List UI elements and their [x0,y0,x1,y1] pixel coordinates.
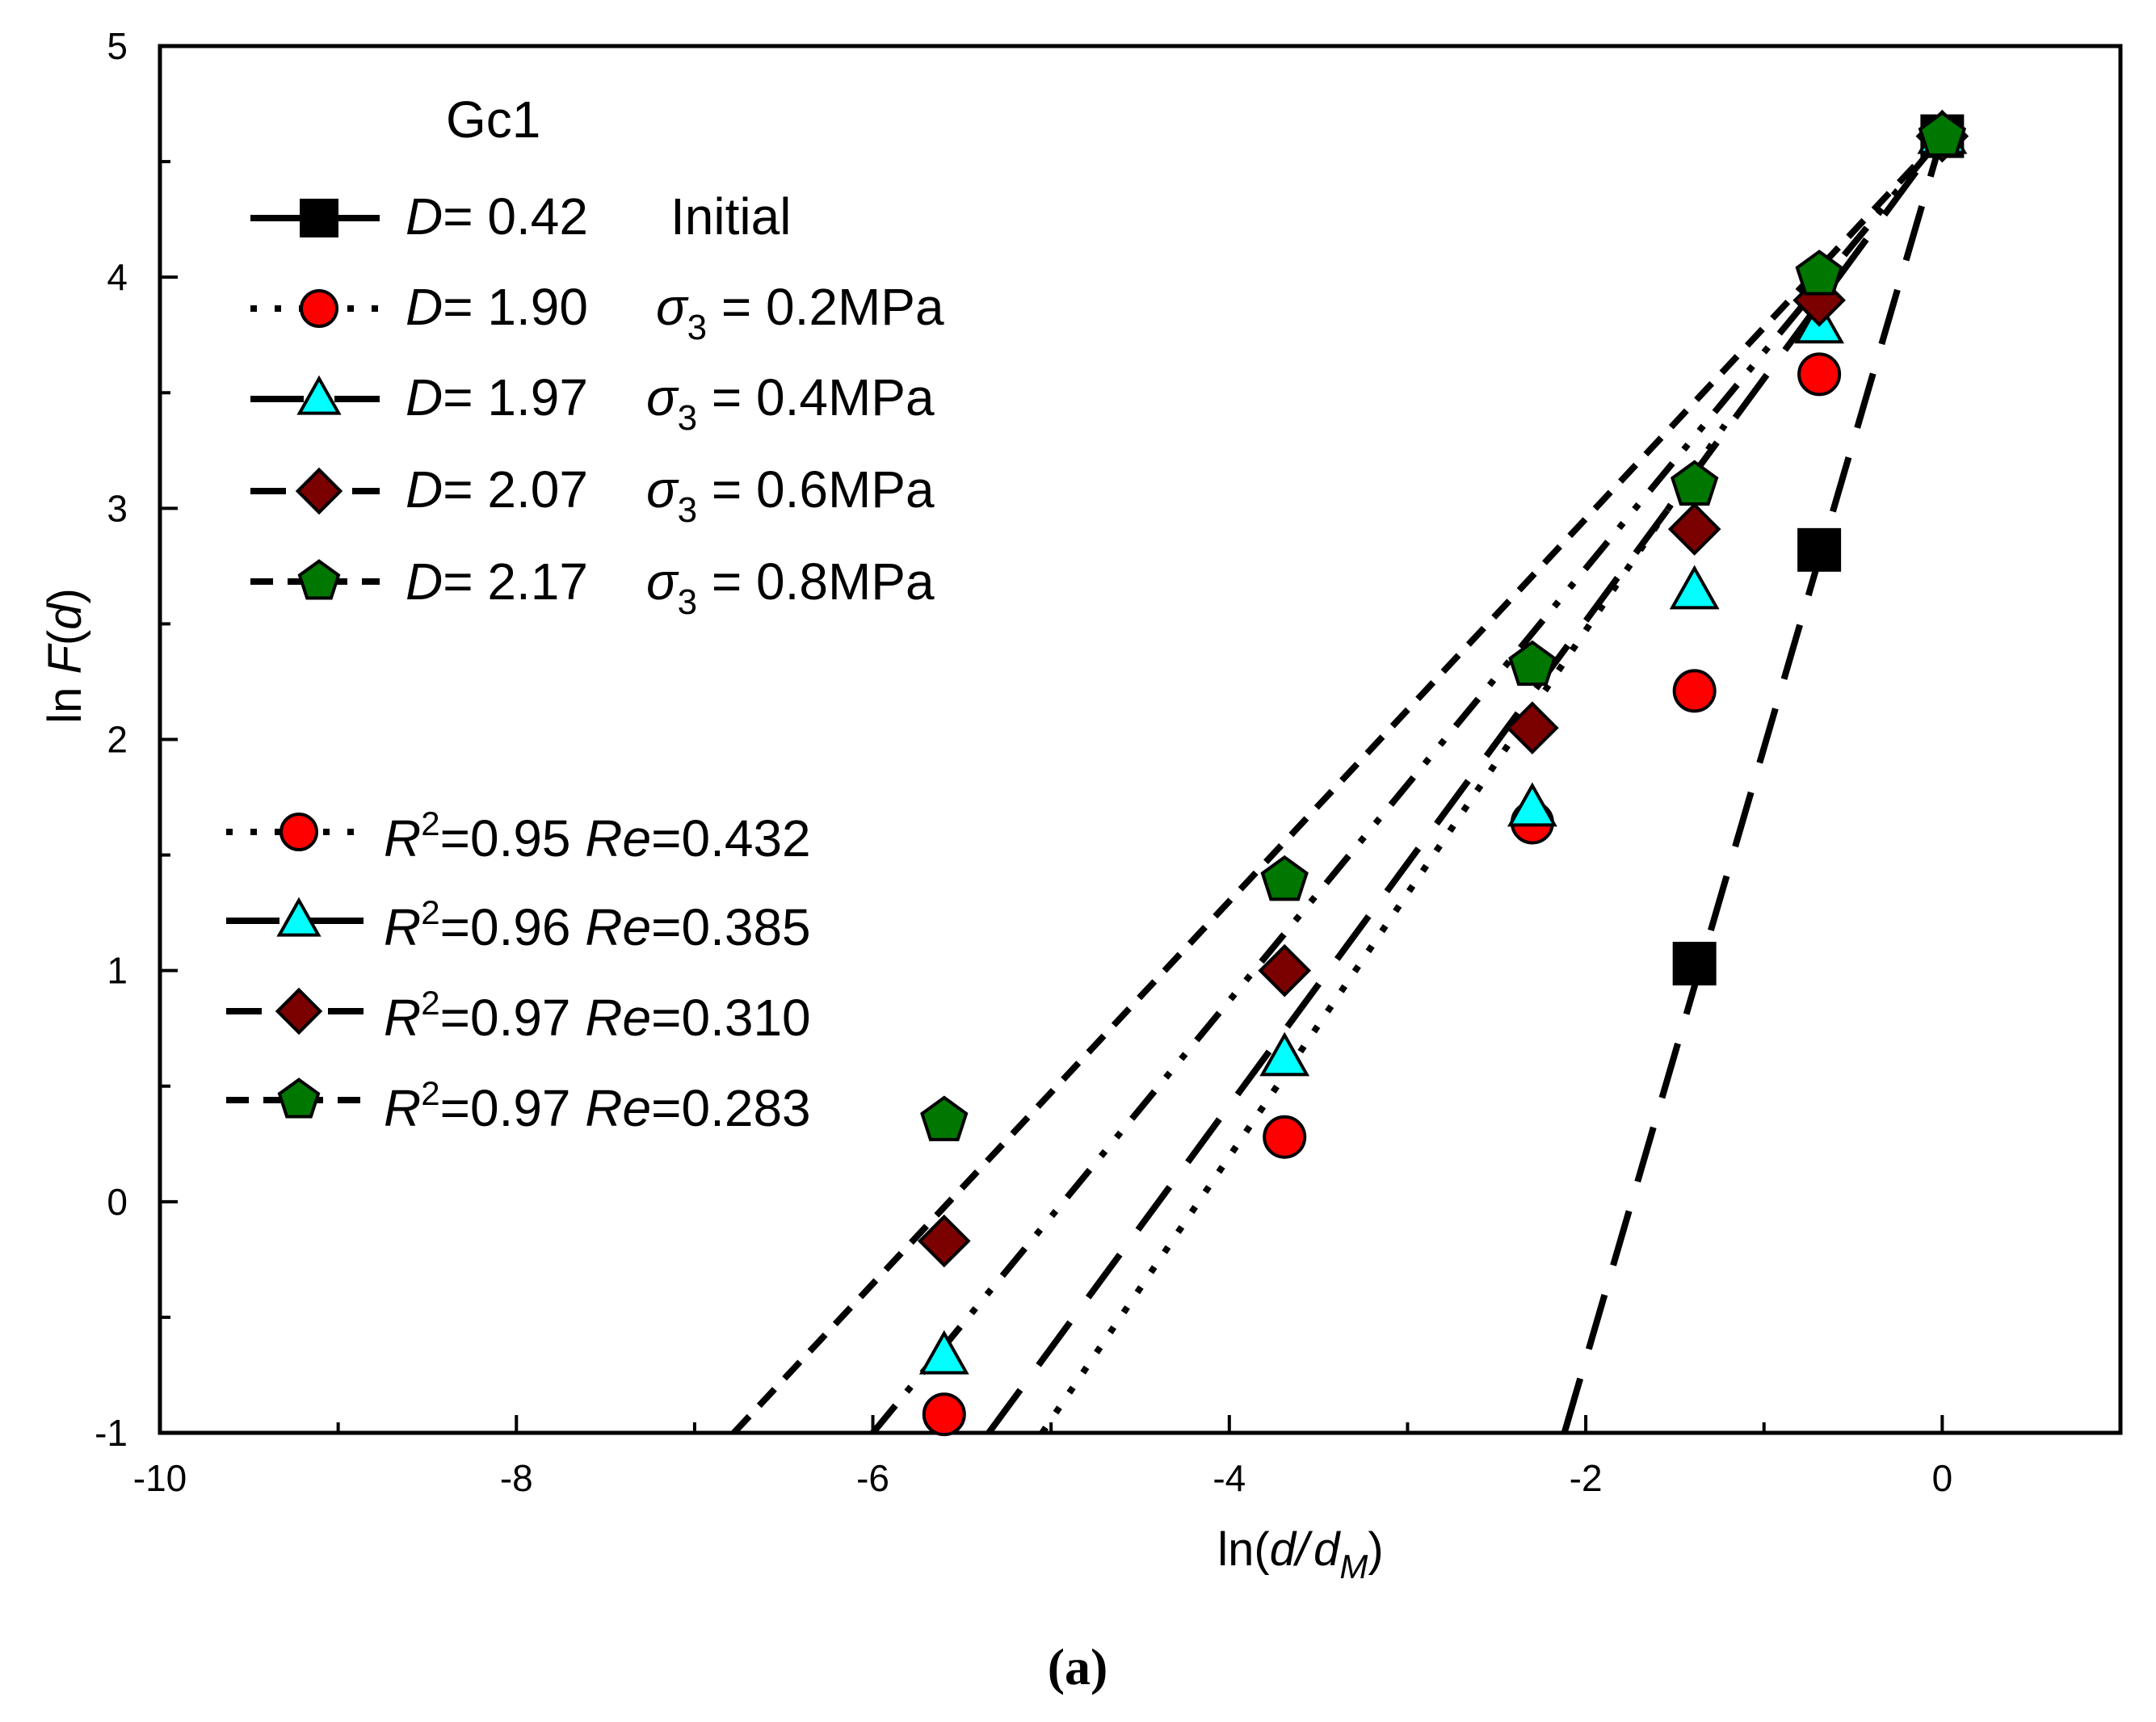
legend-entry-0.8mpa: D= 2.17 σ3 = 0.8MPa [406,552,935,622]
legend-entry-0.4mpa: D= 1.97 σ3 = 0.4MPa [406,368,935,438]
x-tick-labels: -10 -8 -6 -4 -2 0 [133,1457,1952,1499]
point-circle-1-3 [1672,669,1717,713]
axis-ticks [158,44,1944,1434]
y-tick-label: -1 [95,1412,128,1454]
legend-fit-marker-circle [279,813,318,851]
y-tick-labels: -1 0 1 2 3 4 5 [95,25,128,1454]
legend-marker-square [300,199,338,237]
x-tick-label: -6 [856,1457,889,1499]
point-pentagon-4-4 [1795,250,1843,296]
legend-lower: R2=0.95 Re=0.432 R2=0.96 Re=0.385 R2=0.9… [226,804,811,1137]
legend-entry-0.2mpa: D= 1.90 σ3 = 0.2MPa [406,278,944,347]
fit-line-series-1 [1039,423,1728,1435]
point-diamond-3-0 [917,1214,971,1268]
point-diamond-3-3 [1667,502,1721,556]
point-pentagon-4-5 [1918,111,1967,157]
point-triangle-2-1 [1259,1031,1310,1077]
legend-upper-samples [250,199,380,600]
legend-fit-0.2mpa: R2=0.95 Re=0.432 [384,804,811,867]
y-axis-title: ln F(d) [39,588,91,724]
legend-fit-0.8mpa: R2=0.97 Re=0.283 [384,1074,811,1137]
point-triangle-2-2 [1507,782,1557,827]
point-triangle-2-0 [918,1329,969,1375]
point-pentagon-4-1 [1260,855,1309,901]
point-circle-1-0 [922,1392,966,1437]
y-tick-label: 3 [107,487,128,529]
y-tick-label: 2 [107,719,128,761]
x-tick-label: -4 [1212,1457,1246,1499]
x-tick-label: -2 [1570,1457,1603,1499]
figure-caption: (a) [1048,1638,1108,1695]
legend-marker-triangle [296,375,342,415]
point-square-0-1 [1797,527,1842,572]
x-tick-label: -10 [133,1457,187,1499]
legend-marker-pentagon [297,559,341,600]
point-pentagon-4-3 [1670,460,1719,506]
x-axis-title: ln(d/dM) [1217,1523,1383,1586]
y-tick-label: 4 [107,256,128,298]
legend-fit-marker-diamond [275,987,323,1035]
point-triangle-2-3 [1669,565,1720,610]
legend-upper: D= 0.42 Initial D= 1.90 σ3 = 0.2MPa D= 1.9… [250,187,944,622]
legend-entry-initial: D= 0.42 Initial [406,187,791,246]
point-pentagon-4-2 [1508,640,1557,687]
legend-entry-0.6mpa: D= 2.07 σ3 = 0.6MPa [406,460,935,530]
legend-marker-circle [300,289,338,328]
x-tick-label: 0 [1932,1457,1953,1499]
fit-line-series-0 [1561,135,1946,1434]
point-square-0-0 [1672,942,1717,986]
fit-lines [731,133,1946,1435]
legend-fit-marker-triangle [276,897,322,937]
point-circle-1-1 [1263,1115,1307,1159]
point-diamond-3-1 [1258,943,1312,998]
y-tick-label: 1 [107,950,128,992]
x-tick-label: -8 [500,1457,533,1499]
point-pentagon-4-0 [920,1095,969,1141]
y-tick-label: 0 [107,1181,128,1223]
legend-fit-marker-pentagon [277,1077,321,1119]
point-diamond-3-2 [1506,701,1559,755]
fit-line-series-2 [986,134,1945,1435]
point-circle-1-4 [1797,352,1842,397]
panel-title: Gc1 [446,90,540,149]
legend-lower-samples [226,813,370,1119]
legend-fit-0.4mpa: R2=0.96 Re=0.385 [384,893,811,956]
data-markers [917,109,1969,1437]
legend-fit-0.6mpa: R2=0.97 Re=0.310 [384,984,811,1047]
y-tick-label: 5 [107,25,128,67]
legend-marker-diamond [295,467,343,515]
fit-line-series-3 [870,134,1945,1435]
